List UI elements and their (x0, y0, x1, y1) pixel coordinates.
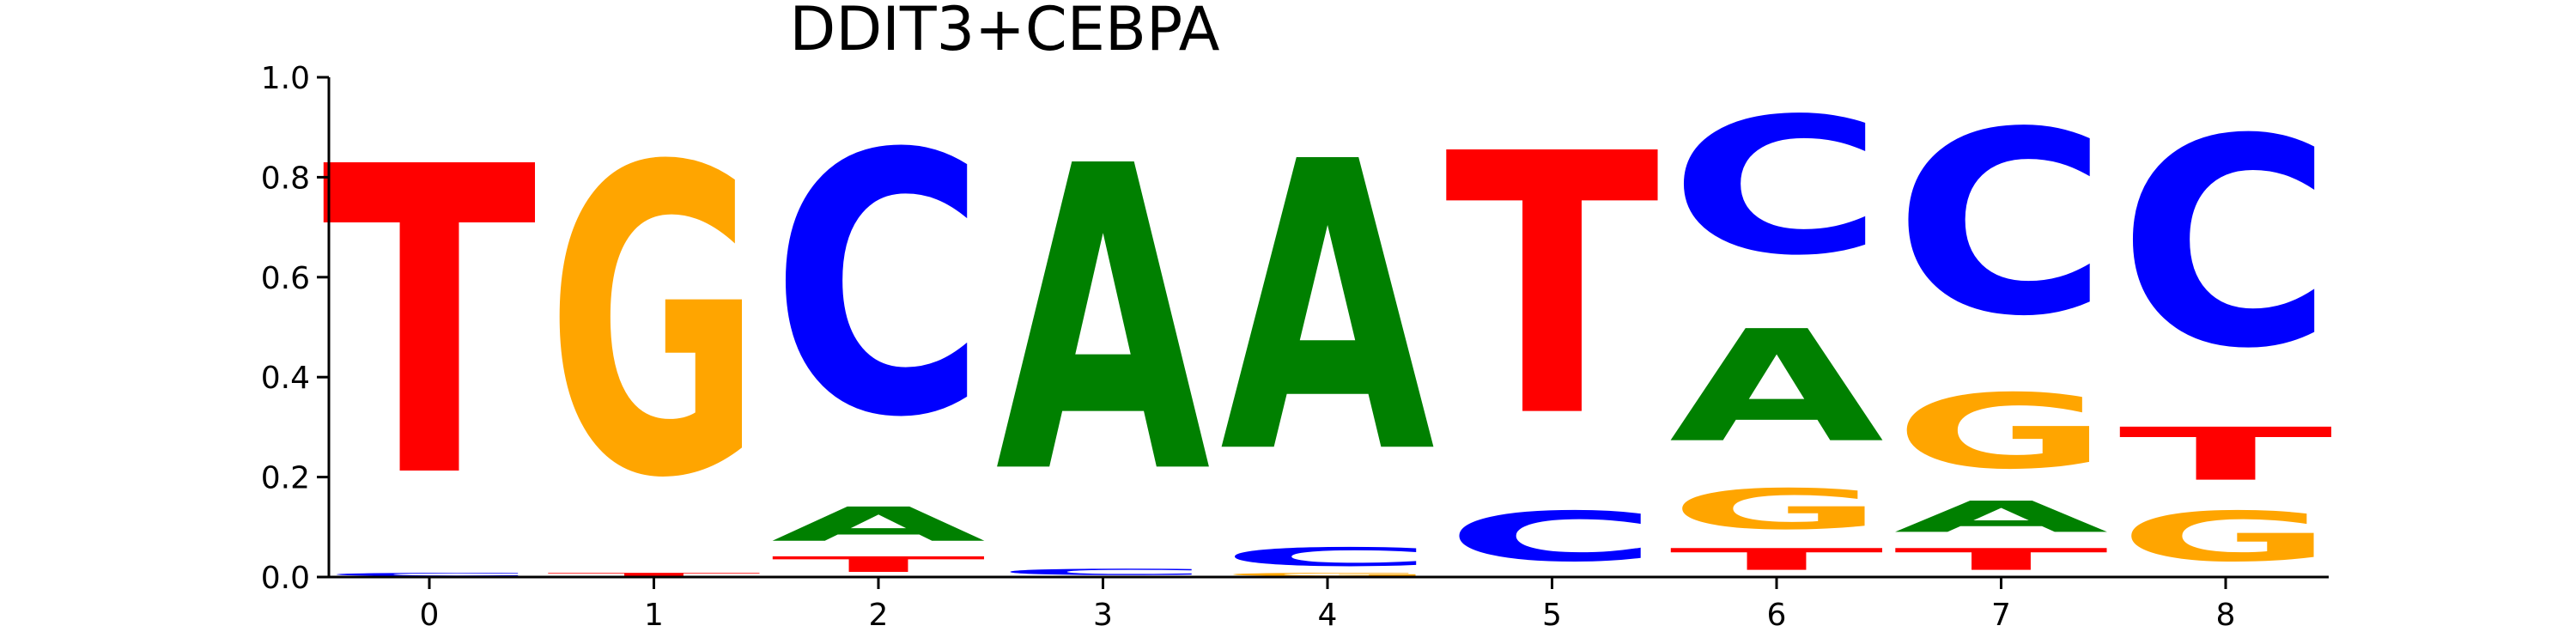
logo-letter-c-pos-5: C (1445, 497, 1660, 577)
logo-letter-c-pos-3: C (995, 567, 1210, 577)
x-tick-label: 4 (1318, 598, 1338, 633)
axes-layer: 0.0 0.2 0.4 0.6 0.8 1.0 0 1 2 3 4 5 6 7 8 (261, 61, 2329, 633)
logo-letter-a-pos-3: A (996, 78, 1212, 566)
x-tick-label: 7 (1991, 598, 2011, 633)
logo-letter-c-pos-4: C (1220, 542, 1435, 572)
y-tick-label: 1.0 (261, 61, 310, 96)
logo-letter-a-pos-2: A (771, 497, 986, 552)
y-tick-label: 0.8 (261, 161, 310, 196)
y-tick-label: 0.2 (261, 461, 310, 496)
logo-letter-t-pos-5: T (1445, 78, 1662, 496)
logo-letter-g-pos-1: G (547, 78, 762, 571)
y-tick-label: 0.4 (261, 361, 310, 396)
y-tick-label: 0.6 (261, 261, 310, 296)
logo-letter-t-pos-2: T (771, 552, 987, 577)
chart-title: DDIT3+CEBPA (789, 0, 1219, 64)
logo-letter-t-pos-8: T (2118, 412, 2335, 497)
logo-letter-c-pos-2: C (771, 78, 986, 496)
logo-letter-g-pos-8: G (2118, 497, 2333, 577)
logo-letter-c-pos-8: C (2118, 78, 2333, 411)
x-tick-label: 6 (1767, 598, 1787, 633)
logo-letter-t-pos-0: T (322, 79, 538, 571)
logo-letter-t-pos-1: T (547, 572, 763, 577)
logo-letter-g-pos-4: G (1220, 572, 1435, 577)
x-tick-label: 8 (2216, 598, 2236, 633)
x-tick-label: 5 (1542, 598, 1562, 633)
logo-letter-a-pos-7: A (1894, 492, 2109, 542)
x-tick-label: 3 (1093, 598, 1113, 633)
logo-letter-g-pos-6: G (1669, 477, 1884, 542)
logo-letter-t-pos-6: T (1669, 542, 1886, 577)
logo-letter-c-pos-7: C (1893, 78, 2108, 372)
x-tick-label: 1 (644, 598, 664, 633)
x-tick-label: 2 (869, 598, 889, 633)
logo-letter-g-pos-7: G (1894, 372, 2109, 491)
logo-letter-c-pos-0: C (322, 572, 537, 577)
logo-letter-a-pos-6: A (1669, 298, 1886, 477)
logo-letter-t-pos-7: T (1894, 542, 2111, 577)
logo-letter-c-pos-6: C (1669, 77, 1884, 296)
logo-letter-a-pos-4: A (1220, 79, 1437, 541)
y-tick-label: 0.0 (261, 561, 310, 596)
x-tick-label: 0 (420, 598, 440, 633)
